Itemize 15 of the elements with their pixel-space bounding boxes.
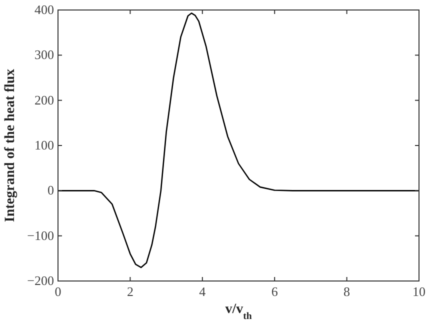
x-tick-label: 6 (271, 284, 278, 299)
y-tick-label: 400 (34, 2, 54, 17)
y-tick-label: −100 (27, 228, 54, 243)
y-tick-label: 300 (34, 47, 54, 62)
line-series (57, 12, 420, 268)
x-tick-label: 2 (126, 284, 134, 299)
x-tick-label: 10 (412, 284, 426, 299)
x-tick-label: 4 (199, 284, 206, 299)
x-axis-title: v/v$_{th}$ (225, 302, 252, 322)
y-tick-label: 100 (34, 138, 54, 152)
y-tick-label: 200 (34, 92, 54, 108)
y-tick-label: 0 (48, 182, 54, 198)
y-tick-label: −200 (27, 273, 54, 288)
y-axis-title: Integrand of the heat flux (3, 68, 18, 222)
x-tick-label: 8 (344, 284, 350, 299)
